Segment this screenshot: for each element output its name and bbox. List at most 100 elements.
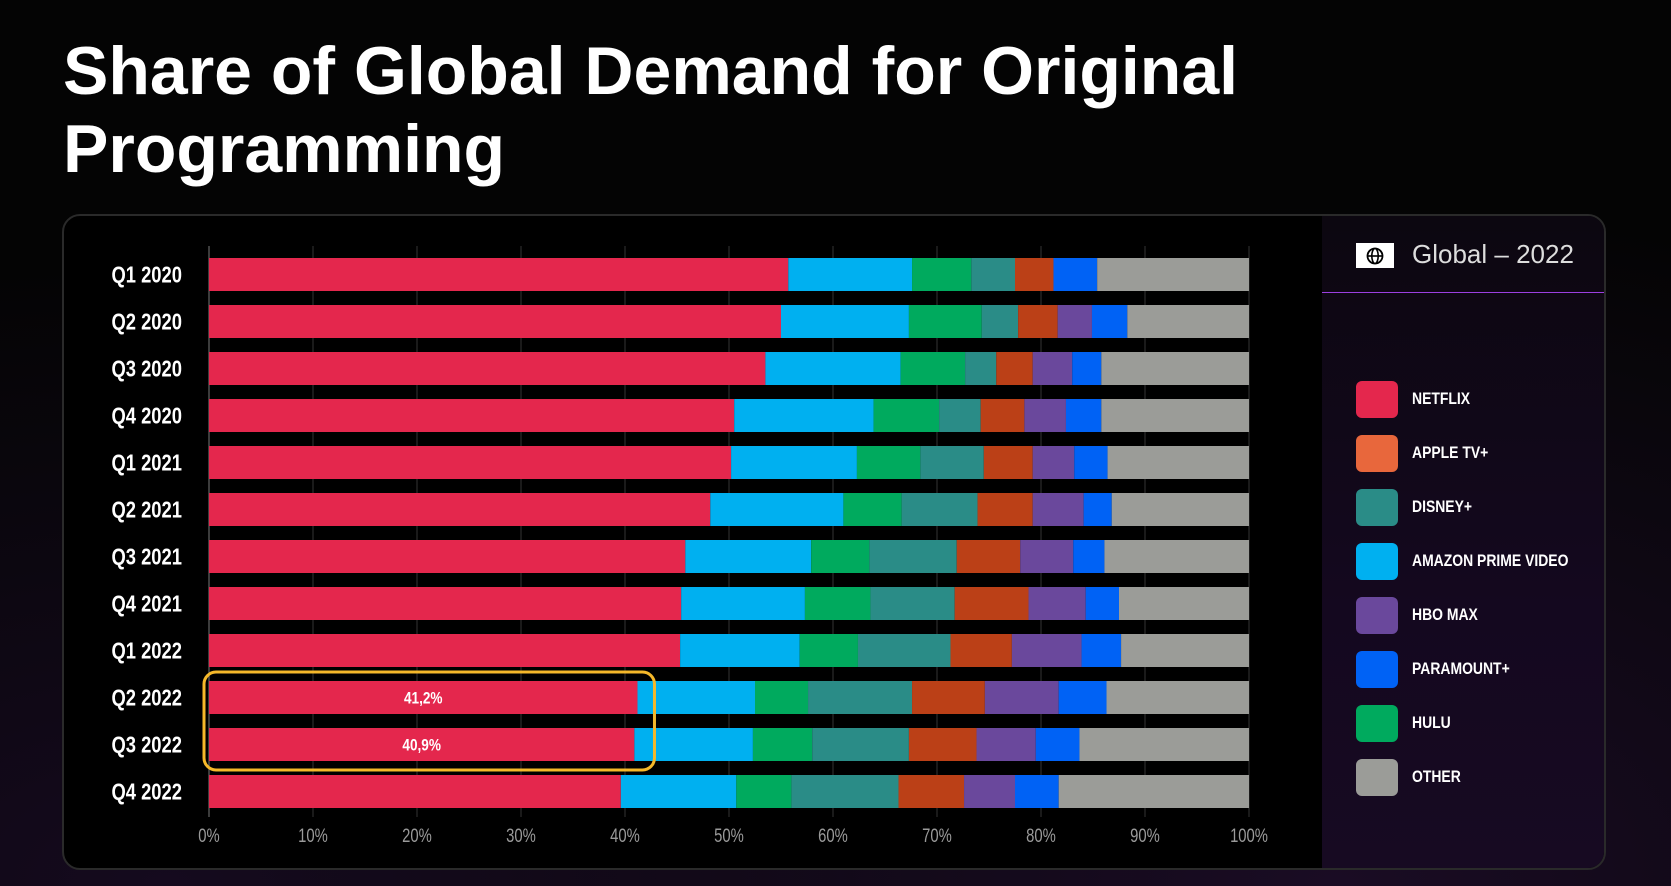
category-label: Q3 2022 — [111, 733, 182, 758]
legend-label: AMAZON PRIME VIDEO — [1412, 551, 1569, 570]
bar-segment-apple-tv- — [1018, 305, 1058, 338]
bar-segment-netflix — [209, 446, 732, 479]
bar-segment-amazon-prime-video — [681, 587, 805, 620]
bar-segment-hulu — [755, 681, 809, 714]
category-label: Q3 2021 — [111, 545, 182, 570]
category-label: Q2 2021 — [111, 498, 182, 523]
bar-segment-paramount- — [1035, 728, 1080, 761]
bar-segment-disney- — [981, 305, 1019, 338]
legend-item: AMAZON PRIME VIDEO — [1356, 542, 1603, 580]
bar-segment-apple-tv- — [954, 587, 1029, 620]
category-label: Q4 2022 — [111, 780, 182, 805]
chart-card: 0% 10% 20% 30% 40% 50% 60% 70% 80% 90% 100% Q1 2020… — [62, 214, 1606, 870]
legend-item: PARAMOUNT+ — [1356, 650, 1531, 688]
bar-segment-other — [1101, 399, 1249, 432]
legend-swatch — [1356, 488, 1398, 526]
legend-label: HULU — [1412, 713, 1451, 732]
bar-segment-disney- — [812, 728, 909, 761]
bar-segment-netflix — [209, 352, 766, 385]
legend-label: PARAMOUNT+ — [1412, 659, 1510, 678]
category-label: Q1 2022 — [111, 639, 182, 664]
legend-title: Global – 2022 — [1412, 239, 1574, 269]
bar-segment-netflix — [209, 587, 682, 620]
bar-segment-other — [1058, 775, 1249, 808]
x-tick-label: 20% — [402, 825, 432, 846]
legend-header: Global – 2022 — [1322, 216, 1604, 293]
bar-segment-netflix — [209, 681, 638, 714]
data-label: 40,9% — [402, 736, 441, 755]
bar-segment-disney- — [870, 587, 955, 620]
legend-swatch — [1356, 758, 1398, 796]
category-label: Q3 2020 — [111, 357, 182, 382]
bar-segment-hulu — [843, 493, 902, 526]
bar-segment-disney- — [808, 681, 913, 714]
bar-segment-netflix — [209, 258, 789, 291]
bar-segment-hbo-max — [1032, 352, 1073, 385]
legend-item: HBO MAX — [1356, 596, 1492, 634]
bar-segment-apple-tv- — [977, 493, 1033, 526]
bar-segment-hbo-max — [976, 728, 1036, 761]
category-label: Q2 2022 — [111, 686, 182, 711]
bar-segment-paramount- — [1015, 775, 1059, 808]
bar-segment-paramount- — [1081, 634, 1122, 667]
bar-segment-other — [1097, 258, 1249, 291]
x-tick-label: 100% — [1230, 825, 1268, 846]
bar-segment-disney- — [971, 258, 1015, 291]
x-tick-label: 10% — [298, 825, 328, 846]
bar-segment-amazon-prime-video — [781, 305, 909, 338]
bar-segment-hbo-max — [964, 775, 1015, 808]
bar-segment-netflix — [209, 399, 735, 432]
bar-segment-netflix — [209, 775, 621, 808]
x-tick-label: 70% — [922, 825, 952, 846]
bar-segment-amazon-prime-video — [731, 446, 857, 479]
bar-segment-hbo-max — [1020, 540, 1074, 573]
bar-segment-disney- — [939, 399, 981, 432]
bar-segment-disney- — [857, 634, 951, 667]
category-label: Q2 2020 — [111, 310, 182, 335]
bar-segment-hulu — [804, 587, 871, 620]
bar-segment-paramount- — [1073, 540, 1105, 573]
bar-segment-other — [1121, 634, 1249, 667]
bar-segment-hbo-max — [1028, 587, 1086, 620]
bar-segment-paramount- — [1085, 587, 1119, 620]
bar-segment-hulu — [900, 352, 966, 385]
x-tick-label: 60% — [818, 825, 848, 846]
bar-segment-apple-tv- — [912, 681, 985, 714]
legend-swatch — [1356, 380, 1398, 418]
bar-segment-apple-tv- — [1015, 258, 1054, 291]
legend-label: NETFLIX — [1412, 389, 1471, 408]
bar-segment-apple-tv- — [908, 728, 977, 761]
legend-label: APPLE TV+ — [1412, 443, 1489, 462]
x-tick-label: 90% — [1130, 825, 1160, 846]
legend-panel: Global – 2022 NETFLIX APPLE TV+ DISNEY+ AMA… — [1322, 216, 1604, 868]
bar-segment-paramount- — [1083, 493, 1112, 526]
bar-segment-apple-tv- — [898, 775, 965, 808]
bar-segment-hulu — [912, 258, 972, 291]
bar-segment-apple-tv- — [996, 352, 1033, 385]
x-tick-label: 80% — [1026, 825, 1056, 846]
bar-segment-hulu — [856, 446, 921, 479]
stacked-bar-chart: 0% 10% 20% 30% 40% 50% 60% 70% 80% 90% 100% Q1 2020… — [111, 246, 1268, 846]
bar-segment-other — [1104, 540, 1249, 573]
x-tick-label: 30% — [506, 825, 536, 846]
bar-segment-other — [1111, 493, 1249, 526]
legend-item: HULU — [1356, 704, 1459, 742]
highlight-box — [202, 670, 656, 772]
bar-segment-hbo-max — [1032, 493, 1084, 526]
bar-segment-hbo-max — [1057, 305, 1092, 338]
legend-item: NETFLIX — [1356, 380, 1483, 418]
bar-segment-other — [1127, 305, 1249, 338]
x-tick-label: 40% — [610, 825, 640, 846]
legend-swatch — [1356, 650, 1398, 688]
bar-segment-amazon-prime-video — [620, 775, 737, 808]
legend-label: HBO MAX — [1412, 605, 1478, 624]
bar-segment-netflix — [209, 493, 711, 526]
bar-segment-apple-tv- — [956, 540, 1021, 573]
bar-segment-paramount- — [1053, 258, 1098, 291]
bar-segment-paramount- — [1072, 352, 1102, 385]
bar-segment-other — [1079, 728, 1249, 761]
bar-segment-netflix — [209, 540, 686, 573]
legend-swatch — [1356, 596, 1398, 634]
legend-swatch — [1356, 542, 1398, 580]
bar-segment-amazon-prime-video — [788, 258, 913, 291]
